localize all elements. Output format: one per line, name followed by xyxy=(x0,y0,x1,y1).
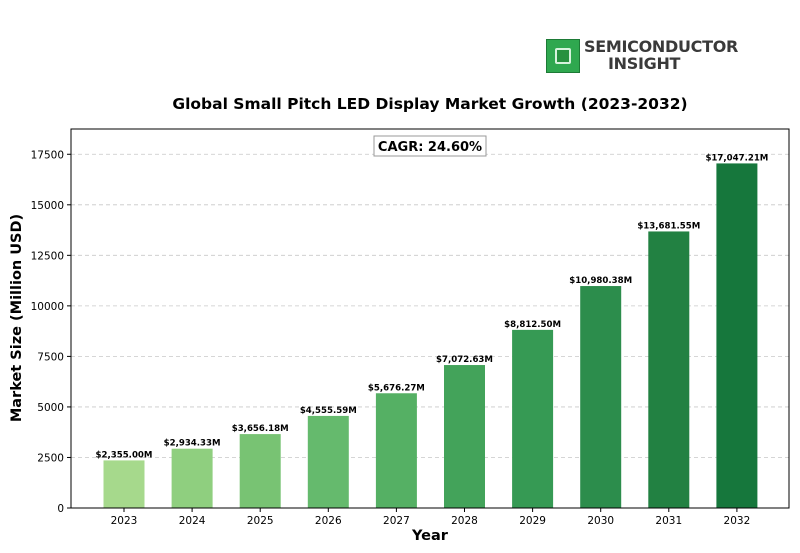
x-tick-label: 2030 xyxy=(587,515,614,527)
bar-2025 xyxy=(239,434,281,508)
brand-line-1: SEMICONDUCTOR xyxy=(584,37,739,56)
y-tick-label: 10000 xyxy=(31,301,64,313)
bar-2024 xyxy=(171,448,213,508)
bar-value-label: $5,676.27M xyxy=(368,383,425,393)
bar-value-label: $7,072.63M xyxy=(436,355,493,365)
x-tick-label: 2031 xyxy=(655,515,682,527)
bar-2031 xyxy=(648,231,690,509)
y-tick-label: 15000 xyxy=(31,200,64,212)
y-tick-label: 5000 xyxy=(37,402,64,414)
bar-2028 xyxy=(444,365,485,508)
bar-2023 xyxy=(103,460,145,508)
bar-value-label: $8,812.50M xyxy=(504,320,561,330)
x-tick-label: 2027 xyxy=(383,515,410,527)
bar-2032 xyxy=(716,163,758,508)
x-tick-label: 2024 xyxy=(179,515,206,527)
chart-title: Global Small Pitch LED Display Market Gr… xyxy=(172,95,687,113)
bars xyxy=(103,163,758,509)
y-tick-label: 2500 xyxy=(37,452,64,464)
bar-value-labels: $2,355.00M $2,934.33M $3,656.18M $4,555.59M… xyxy=(96,153,769,460)
brand-logo: SEMICONDUCTOR INSIGHT xyxy=(546,38,746,76)
x-tick-label: 2025 xyxy=(247,515,274,527)
y-tick-label: 7500 xyxy=(37,351,64,363)
bar-value-label: $2,934.33M xyxy=(164,439,221,449)
bar-value-label: $10,980.38M xyxy=(569,276,632,286)
bar-value-label: $2,355.00M xyxy=(96,450,153,460)
bar-value-label: $13,681.55M xyxy=(637,221,700,231)
bar-value-label: $17,047.21M xyxy=(705,153,768,163)
bar-value-label: $3,656.18M xyxy=(232,424,289,434)
y-tick-label: 17500 xyxy=(31,149,64,161)
x-axis-label: Year xyxy=(411,528,449,544)
chip-icon xyxy=(546,39,580,73)
x-tick-label: 2029 xyxy=(519,515,546,527)
bar-2030 xyxy=(580,286,622,508)
x-tick-label: 2026 xyxy=(315,515,342,527)
y-tick-label: 12500 xyxy=(31,250,64,262)
y-tick-label: 0 xyxy=(57,503,64,515)
x-tick-label: 2028 xyxy=(451,515,478,527)
brand-line-2: INSIGHT xyxy=(608,54,681,73)
bar-2027 xyxy=(375,393,417,508)
bar-2026 xyxy=(307,415,349,508)
cagr-text: CAGR: 24.60% xyxy=(378,140,482,155)
y-axis-ticks: 0 2500 5000 7500 10000 12500 15000 17500 xyxy=(31,149,71,515)
cagr-annotation: CAGR: 24.60% xyxy=(373,135,487,157)
bar-value-label: $4,555.59M xyxy=(300,406,357,416)
bar-2029 xyxy=(512,329,554,508)
x-axis-ticks: 2023 2024 2025 2026 2027 2028 2029 2030 2031 2032 xyxy=(111,508,751,527)
x-tick-label: 2023 xyxy=(111,515,138,527)
x-tick-label: 2032 xyxy=(724,515,751,527)
y-axis-label: Market Size (Million USD) xyxy=(9,214,25,422)
plot-frame xyxy=(70,128,790,509)
